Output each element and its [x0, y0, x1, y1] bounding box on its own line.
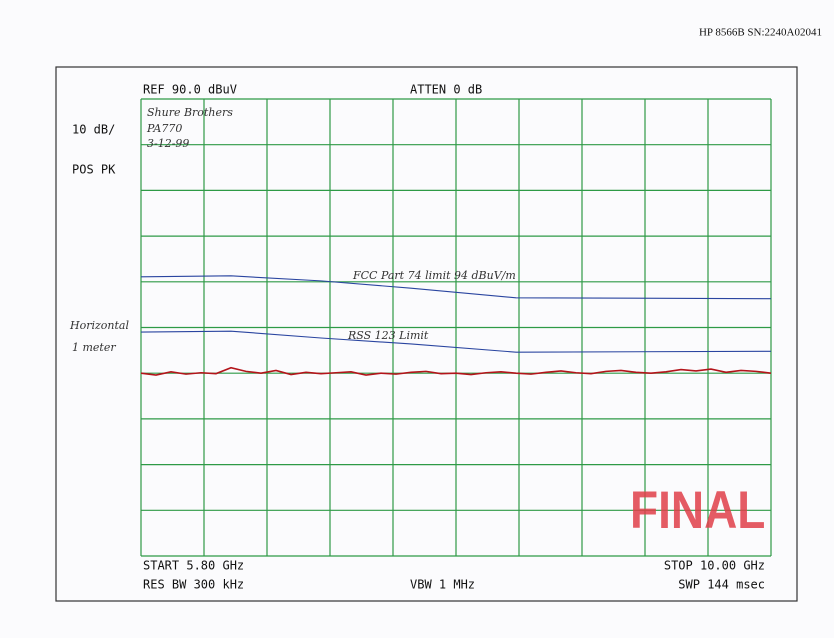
vbw-label: VBW 1 MHz — [410, 578, 475, 592]
side-note: 1 meter — [72, 341, 116, 354]
note: Shure Brothers — [147, 106, 233, 119]
rbw-label: RES BW 300 kHz — [143, 578, 244, 592]
scale-label: 10 dB/ — [72, 123, 115, 137]
final-stamp: FINAL — [630, 480, 765, 540]
start-label: START 5.80 GHz — [143, 559, 244, 573]
atten-label: ATTEN 0 dB — [410, 83, 482, 97]
detector-label: POS PK — [72, 163, 116, 177]
series-label: RSS 123 Limit — [347, 329, 429, 342]
trace — [140, 275, 772, 300]
note: 3-12-99 — [147, 137, 189, 150]
stop-label: STOP 10.00 GHz — [664, 559, 765, 573]
instrument-id: HP 8566B SN:2240A02041 — [699, 27, 822, 39]
series-label: FCC Part 74 limit 94 dBuV/m — [352, 269, 516, 282]
trace — [140, 366, 772, 376]
trace — [140, 330, 772, 353]
ref-label: REF 90.0 dBuV — [143, 83, 237, 97]
note: PA770 — [146, 122, 182, 135]
side-note: Horizontal — [69, 319, 129, 332]
frame — [55, 66, 798, 602]
sweep-label: SWP 144 msec — [678, 578, 765, 592]
